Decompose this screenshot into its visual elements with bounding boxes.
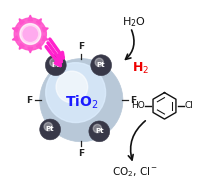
Circle shape	[45, 55, 66, 76]
Circle shape	[40, 119, 61, 140]
Text: Pt: Pt	[95, 128, 104, 134]
Polygon shape	[12, 28, 18, 32]
Text: F: F	[27, 96, 33, 105]
Polygon shape	[19, 19, 24, 25]
Circle shape	[23, 27, 37, 41]
Circle shape	[95, 58, 103, 67]
Circle shape	[56, 71, 88, 103]
Polygon shape	[42, 28, 48, 32]
Circle shape	[44, 122, 52, 131]
Text: Pt: Pt	[52, 62, 60, 68]
Circle shape	[46, 63, 106, 122]
Polygon shape	[28, 15, 33, 21]
Polygon shape	[36, 19, 41, 25]
Text: F: F	[130, 96, 136, 105]
Circle shape	[14, 18, 46, 50]
Circle shape	[20, 24, 41, 44]
Text: Pt: Pt	[46, 126, 54, 132]
Circle shape	[91, 55, 111, 76]
Text: H$_2$: H$_2$	[132, 60, 150, 76]
Text: F: F	[78, 42, 84, 51]
Polygon shape	[19, 43, 24, 49]
Text: TiO$_2$: TiO$_2$	[65, 93, 98, 111]
Text: Pt: Pt	[97, 62, 105, 68]
Polygon shape	[42, 36, 48, 40]
Circle shape	[50, 58, 58, 67]
Circle shape	[40, 59, 123, 142]
Text: Cl: Cl	[185, 101, 194, 110]
Text: CO$_2$, Cl$^-$: CO$_2$, Cl$^-$	[112, 165, 158, 179]
Circle shape	[89, 121, 110, 142]
Text: H$_2$O: H$_2$O	[122, 15, 146, 29]
Polygon shape	[28, 47, 33, 53]
Circle shape	[93, 124, 102, 133]
Polygon shape	[36, 43, 41, 49]
Text: F: F	[78, 149, 84, 158]
Polygon shape	[12, 36, 18, 40]
Text: HO: HO	[131, 101, 145, 110]
